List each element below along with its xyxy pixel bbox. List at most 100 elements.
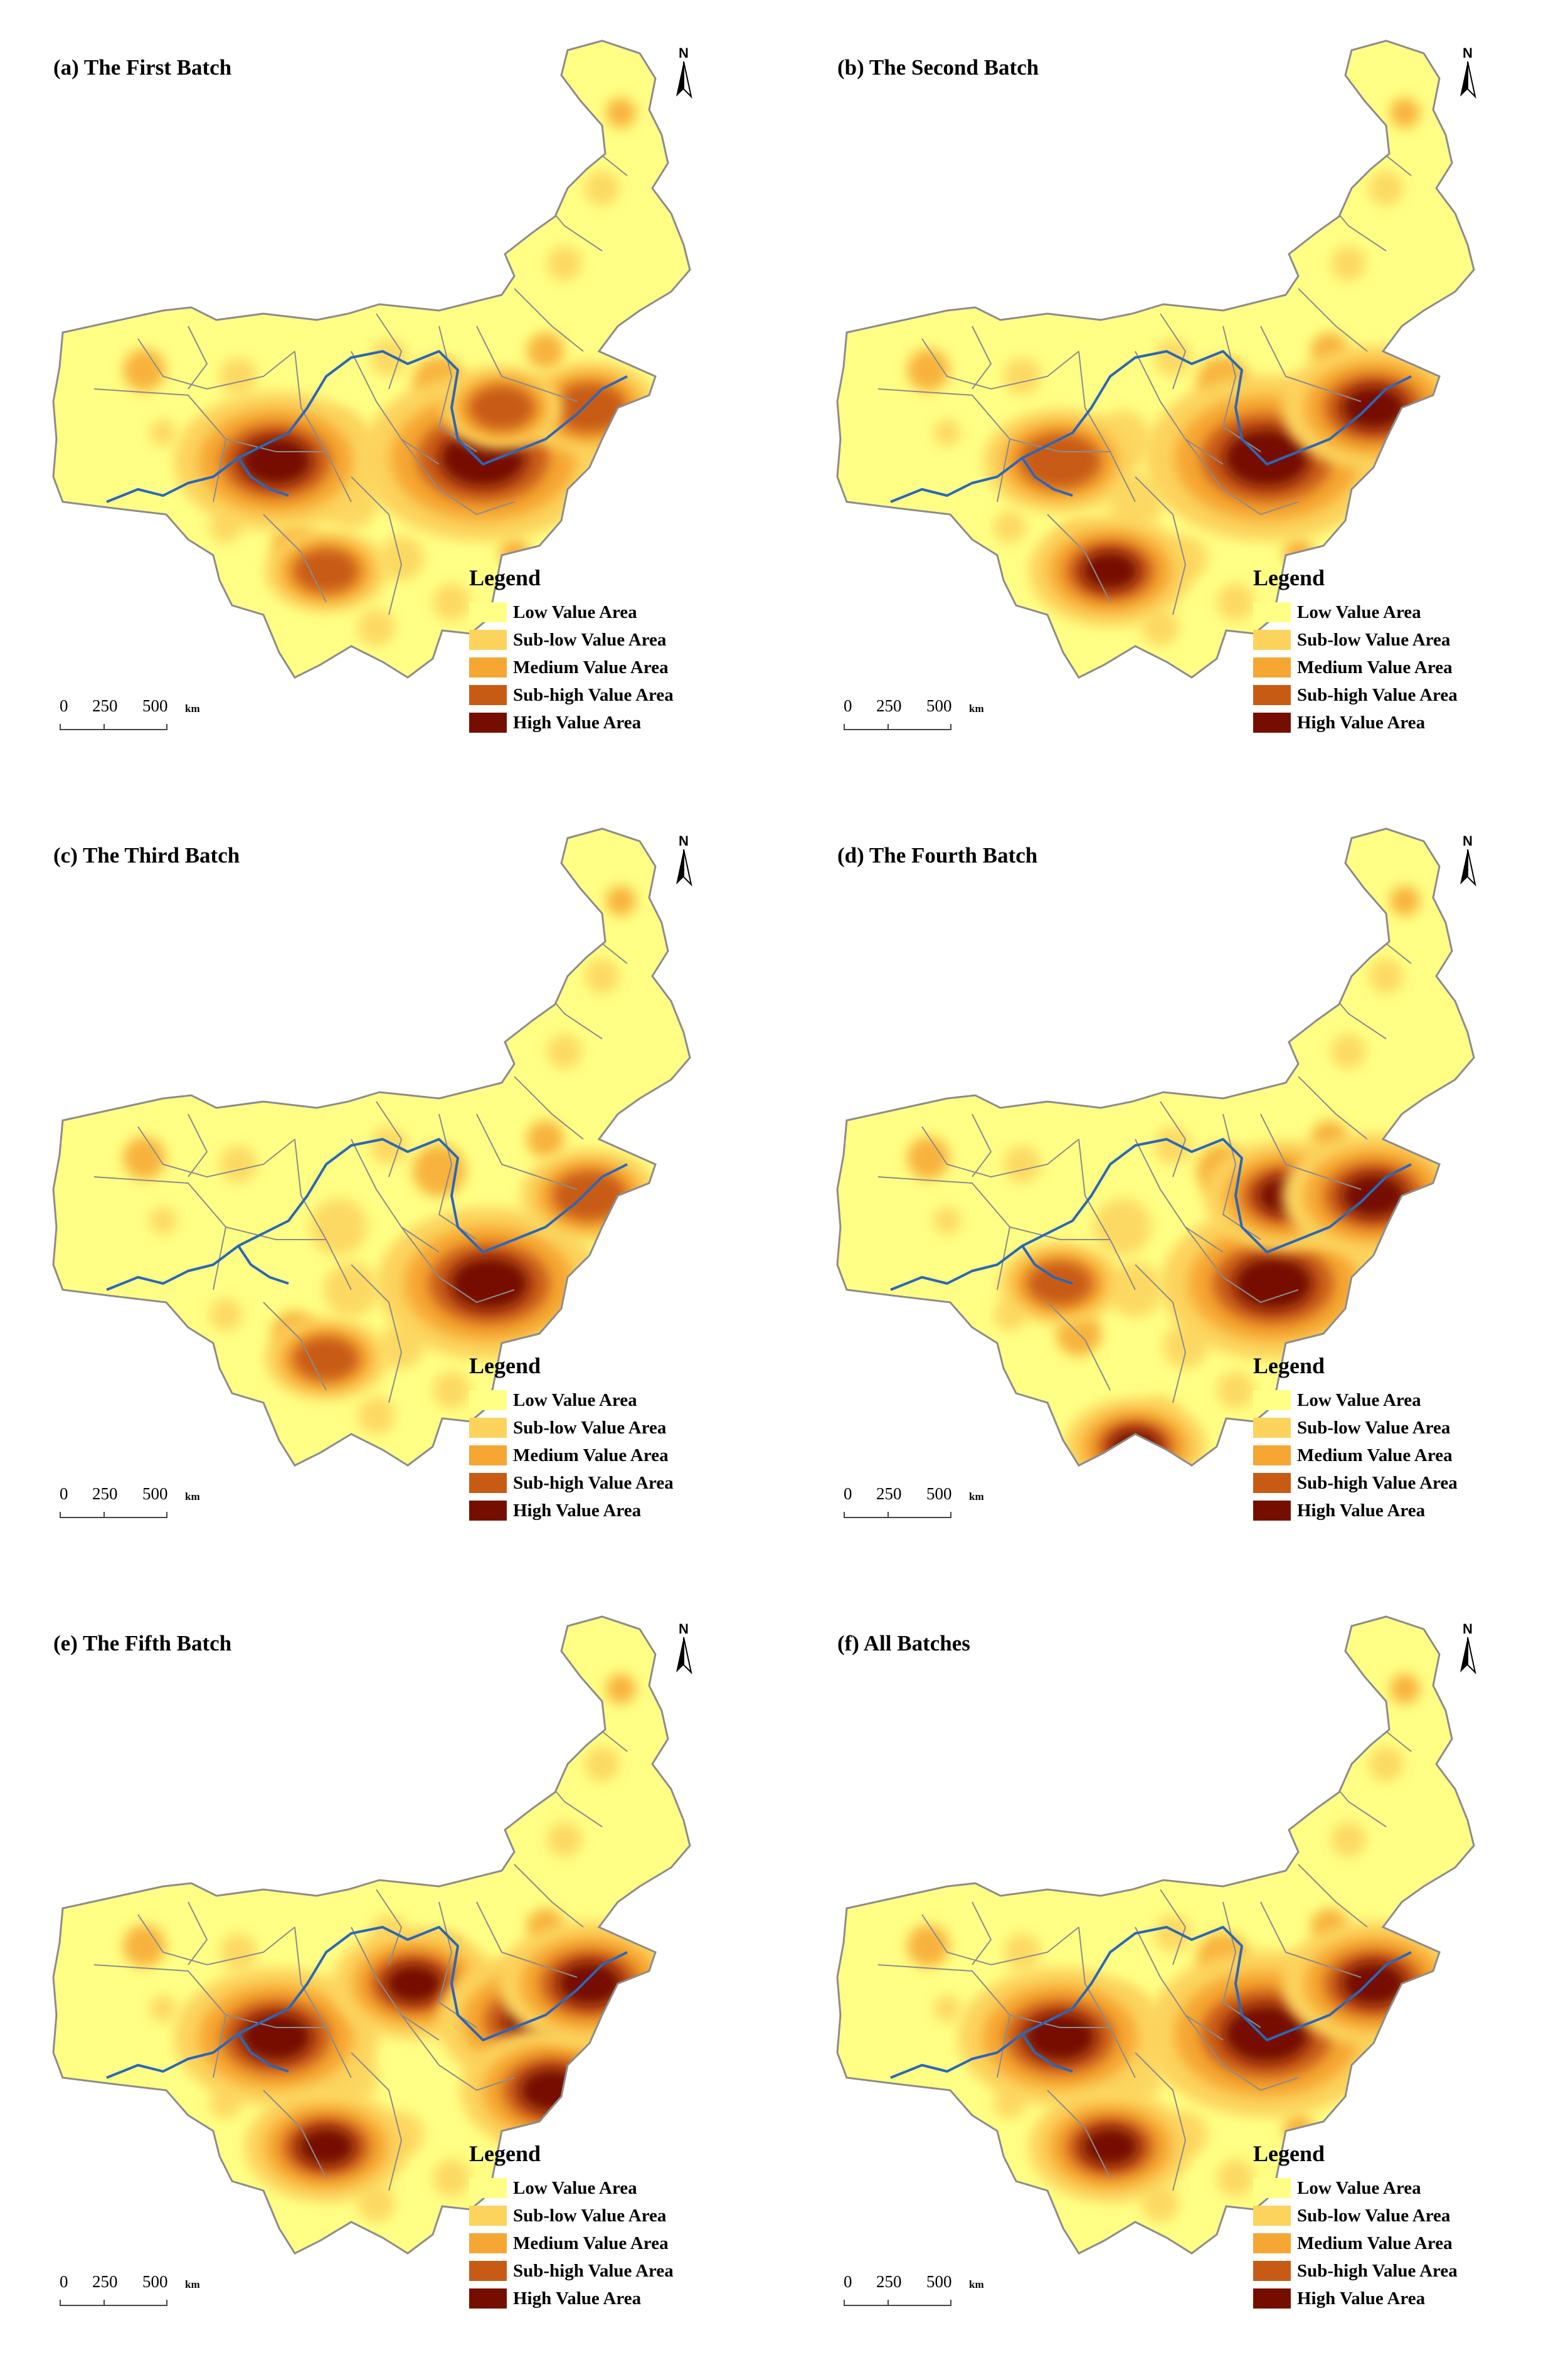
legend-label: Low Value Area — [1297, 2177, 1421, 2198]
legend-swatch — [1253, 2178, 1291, 2198]
density-blob — [370, 339, 408, 376]
hotspot-north-shanxi-sub-high — [469, 385, 535, 430]
density-blob — [123, 1925, 166, 1967]
boundary-line — [1009, 438, 1110, 452]
scale-tick — [950, 724, 951, 730]
region-outline — [836, 1615, 1475, 2255]
scale-tick — [166, 2300, 167, 2306]
density-blob — [149, 419, 177, 447]
density-blob — [1331, 1034, 1366, 1069]
boundary-line — [351, 351, 440, 465]
density-blob — [606, 886, 636, 916]
legend-label: High Value Area — [513, 1500, 642, 1521]
boundary-line — [1260, 1113, 1362, 1190]
boundary-line — [877, 1964, 1011, 2078]
hotspot-central-henan-high — [449, 1256, 529, 1311]
legend-label: Sub-low Value Area — [513, 2205, 667, 2226]
density-blob — [933, 419, 961, 447]
boundary-line — [972, 1113, 992, 1177]
legend-label: Sub-low Value Area — [1297, 1417, 1451, 1438]
legend-label: Medium Value Area — [513, 657, 669, 678]
density-layer — [93, 886, 659, 1434]
boundary-line — [294, 1927, 352, 2078]
boundary-line — [972, 1901, 992, 1965]
region-outline — [52, 827, 691, 1467]
boundary-line — [1047, 2090, 1111, 2179]
scale-tick — [103, 2300, 105, 2306]
legend-swatch — [1253, 657, 1291, 678]
boundary-line — [1135, 1139, 1224, 1253]
boundary-line — [93, 388, 227, 502]
river-line — [1021, 1245, 1073, 1285]
scale-unit: km — [185, 703, 200, 715]
boundary-line — [514, 288, 584, 352]
panel-title: (f) All Batches — [837, 1631, 970, 1656]
map-legend: Legend Low Value Area Sub-low Value Area Me… — [1253, 2140, 1529, 2312]
legend-item: High Value Area — [469, 2285, 745, 2312]
boundary-line — [1135, 1264, 1187, 1403]
boundary-line — [93, 1964, 227, 2078]
boundary-line — [188, 1901, 208, 1965]
north-label: N — [679, 1621, 689, 1637]
legend-swatch — [1253, 2261, 1291, 2281]
scale-tick-label: 0 — [844, 1484, 852, 1503]
river-line — [237, 2033, 289, 2073]
panel-title: (e) The Fifth Batch — [53, 1631, 232, 1656]
legend-label: Medium Value Area — [513, 2233, 669, 2253]
legend-swatch — [1253, 2206, 1291, 2226]
scale-unit: km — [969, 1491, 984, 1502]
legend-label: Sub-high Value Area — [1297, 684, 1458, 705]
density-blob — [1369, 959, 1404, 994]
density-blob — [149, 1995, 177, 2022]
density-blob — [606, 1674, 636, 1704]
boundary-line — [401, 1226, 515, 1304]
admin-boundaries — [93, 112, 628, 615]
boundary-line — [476, 326, 578, 402]
boundary-line — [1135, 476, 1187, 615]
boundary-line — [263, 1302, 327, 1391]
legend-swatch — [469, 1418, 507, 1438]
density-blob — [585, 959, 620, 994]
river-line — [890, 1138, 1412, 1291]
legend-swatch — [1253, 1418, 1291, 1438]
boundary-line — [1078, 1139, 1136, 1290]
boundary-line — [401, 438, 515, 516]
boundary-line — [921, 338, 1079, 390]
panel-title: (b) The Second Batch — [837, 55, 1039, 80]
boundary-line — [1260, 326, 1362, 402]
legend-swatch — [1253, 685, 1291, 705]
legend-swatch — [469, 630, 507, 650]
legend-item: Low Value Area — [469, 1386, 745, 1414]
density-blob — [547, 1822, 582, 1857]
legend-swatch — [469, 1390, 507, 1410]
scale-line — [844, 2305, 951, 2306]
density-blob — [433, 583, 470, 621]
scale-tick-label: 0 — [60, 696, 68, 715]
density-blob — [370, 1127, 408, 1164]
density-blob — [310, 1198, 368, 1256]
density-layer — [93, 98, 659, 646]
scale-bar: 0 250 500 km — [844, 2272, 1044, 2316]
boundary-line — [351, 1139, 440, 1253]
density-blob — [1217, 583, 1254, 621]
map-svg — [836, 40, 1475, 679]
legend-item: High Value Area — [1253, 1497, 1529, 1524]
density-blob — [933, 1207, 961, 1235]
density-blob — [907, 349, 950, 391]
legend-label: Sub-high Value Area — [1297, 2260, 1458, 2281]
hotspot-southwest-sichuan-high — [1081, 2127, 1139, 2167]
legend-swatch — [1253, 1390, 1291, 1410]
legend-item: High Value Area — [469, 709, 745, 736]
hotspot-east-shandong-high — [1341, 1173, 1406, 1218]
scale-tick-label: 0 — [844, 2272, 852, 2291]
region-outline — [836, 827, 1475, 1467]
legend-item: Sub-high Value Area — [1253, 681, 1529, 709]
density-blob — [123, 349, 166, 391]
legend-item: Sub-low Value Area — [469, 626, 745, 654]
legend-label: Sub-low Value Area — [513, 1417, 667, 1438]
density-blob — [379, 536, 424, 581]
legend-label: High Value Area — [1297, 2288, 1426, 2309]
scale-tick-label: 0 — [844, 696, 852, 715]
legend-item: Medium Value Area — [1253, 2229, 1529, 2257]
legend-item: Low Value Area — [1253, 598, 1529, 626]
